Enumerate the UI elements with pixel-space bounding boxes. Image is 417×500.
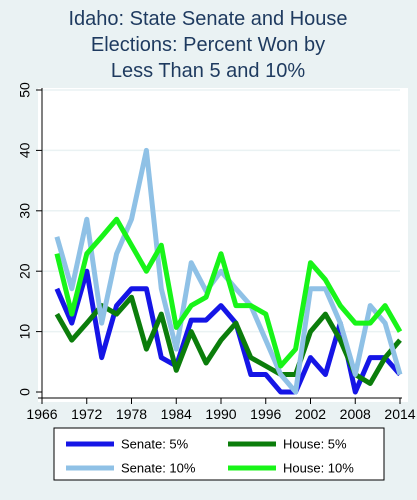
chart-title: Idaho: State Senate and House Elections:… [68, 8, 347, 82]
chart-title-line-1: Idaho: State Senate and House [68, 8, 347, 30]
y-tick-label: 0 [17, 388, 33, 396]
x-tick-label: 1984 [161, 406, 192, 422]
y-tick-label: 50 [17, 82, 33, 98]
x-tick-label: 1996 [250, 406, 281, 422]
series-lines [54, 147, 403, 395]
legend: Senate: 5% House: 5% Senate: 10% House: 10% [53, 427, 385, 481]
x-tick-label: 1990 [205, 406, 236, 422]
chart-title-line-3: Less Than 5 and 10% [111, 60, 305, 82]
x-tick-label: 2014 [384, 406, 415, 422]
x-tick-label: 1972 [71, 406, 102, 422]
legend-item: House: 5% [228, 437, 347, 452]
y-tick-label: 30 [17, 203, 33, 219]
y-tick-label: 40 [17, 142, 33, 158]
legend-box [53, 427, 385, 481]
legend-label: House: 5% [283, 437, 347, 452]
legend-label: House: 10% [283, 461, 354, 476]
x-tick-label: 1966 [26, 406, 57, 422]
x-tick-label: 2002 [295, 406, 326, 422]
legend-label: Senate: 5% [121, 437, 189, 452]
series-line-house-5 [54, 294, 402, 386]
legend-label: Senate: 10% [121, 461, 196, 476]
x-tick-label: 2008 [340, 406, 371, 422]
axes: 0 10 20 30 40 50 1966 1972 1978 1984 1990 1996 2002 2… [17, 82, 416, 422]
chart-title-line-2: Elections: Percent Won by [91, 34, 325, 56]
legend-item: Senate: 10% [66, 461, 196, 476]
legend-item: House: 10% [228, 461, 354, 476]
y-tick-label: 20 [17, 263, 33, 279]
series-line-house-10 [54, 216, 403, 369]
y-tick-label: 10 [17, 324, 33, 340]
legend-item: Senate: 5% [66, 437, 189, 452]
x-tick-label: 1978 [116, 406, 147, 422]
